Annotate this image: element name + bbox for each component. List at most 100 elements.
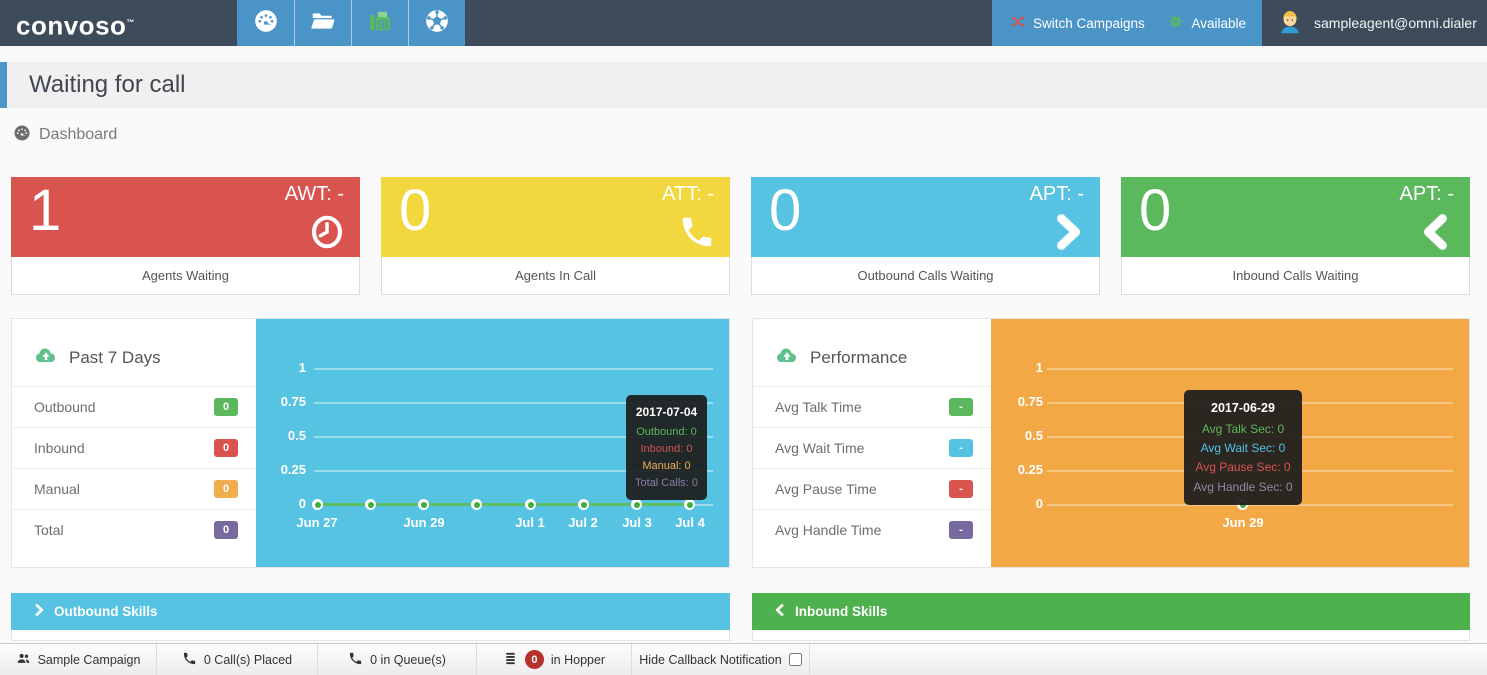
nav-dashboard-button[interactable] [237, 0, 294, 46]
performance-chart[interactable]: 1 0.75 0.5 0.25 0 Jun 29 2017-06-29 Avg … [991, 319, 1469, 567]
inbound-skills-accordion[interactable]: Inbound Skills [752, 593, 1470, 641]
user-email: sampleagent@omni.dialer [1314, 15, 1477, 31]
inbound-skills-body [752, 630, 1470, 641]
panels-row: Past 7 Days Outbound 0 Inbound 0 Manual … [0, 318, 1487, 568]
x-tick: Jun 29 [403, 515, 445, 530]
cloud-upload-icon [775, 343, 799, 372]
performance-panel: Performance Avg Talk Time - Avg Wait Tim… [752, 318, 1470, 568]
footer-spacer [810, 644, 1487, 675]
folder-open-icon [310, 8, 336, 39]
x-tick: Jul 4 [675, 515, 705, 530]
phone-icon [678, 213, 716, 256]
gridline [1047, 368, 1453, 370]
y-tick: 0 [1035, 496, 1043, 511]
series-line [317, 503, 690, 506]
manual-row: Manual 0 [12, 468, 256, 509]
x-tick: Jun 27 [296, 515, 338, 530]
campaign-name: Sample Campaign [37, 652, 141, 667]
page-title-bar: Waiting for call [0, 62, 1487, 108]
avg-pause-time-row: Avg Pause Time - [753, 468, 991, 509]
status-footer: Sample Campaign 0 Call(s) Placed 0 in Qu… [0, 643, 1487, 675]
gridline [1047, 504, 1453, 506]
data-point[interactable] [578, 499, 589, 510]
cloud-upload-icon [34, 343, 58, 372]
app-logo[interactable]: convoso™ [16, 10, 135, 41]
awt-metric: AWT: - [284, 183, 344, 205]
user-menu[interactable]: sampleagent@omni.dialer [1262, 0, 1487, 46]
inbound-count-badge: 0 [214, 439, 238, 457]
fax-phone-icon [367, 8, 393, 39]
top-navbar: convoso™ Switch Campaig [0, 0, 1487, 46]
inbound-calls-value: 0 [1139, 178, 1172, 243]
nav-leads-button[interactable] [294, 0, 351, 46]
total-count-badge: 0 [214, 521, 238, 539]
chevron-left-icon [774, 604, 786, 619]
chart-tooltip: 2017-07-04 Outbound: 0 Inbound: 0 Manual… [626, 395, 707, 500]
data-point[interactable] [471, 499, 482, 510]
chevron-right-icon [33, 604, 45, 619]
nav-soccer-button[interactable] [408, 0, 465, 46]
hopper-label: in Hopper [550, 652, 606, 667]
soccer-ball-icon [424, 8, 450, 39]
hide-callback-control: Hide Callback Notification [632, 644, 810, 675]
data-point[interactable] [684, 499, 695, 510]
data-point[interactable] [525, 499, 536, 510]
inbound-calls-label: Inbound Calls Waiting [1121, 257, 1470, 295]
total-row: Total 0 [12, 509, 256, 550]
agents-waiting-label: Agents Waiting [11, 257, 360, 295]
clock-icon [308, 213, 346, 256]
y-tick: 0.5 [1024, 428, 1043, 443]
switch-campaigns-button[interactable]: Switch Campaigns [1010, 14, 1145, 32]
campaign-status: Sample Campaign [0, 644, 157, 675]
data-point[interactable] [365, 499, 376, 510]
agents-in-call-label: Agents In Call [381, 257, 730, 295]
inbound-calls-waiting-card[interactable]: 0 APT: - Inbound Calls Waiting [1121, 177, 1470, 295]
hopper-count-badge: 0 [524, 650, 544, 669]
gridline [314, 368, 713, 370]
nav-status-section: Switch Campaigns Available [992, 0, 1262, 46]
calls-chart[interactable]: 1 0.75 0.5 0.25 0 Jun 27 Jun 29 Jul 1 Ju… [256, 319, 729, 567]
gridline [314, 470, 713, 472]
outbound-row: Outbound 0 [12, 386, 256, 427]
page-title: Waiting for call [29, 71, 186, 98]
main-nav [237, 0, 465, 46]
avg-pause-badge: - [949, 480, 973, 498]
hide-callback-checkbox[interactable] [788, 653, 802, 666]
y-tick: 0.25 [280, 462, 306, 477]
dashboard-gauge-icon [253, 8, 279, 39]
avatar [1276, 7, 1304, 40]
agent-status-label: Available [1191, 15, 1246, 31]
queue-status: 0 in Queue(s) [318, 644, 477, 675]
agents-in-call-card[interactable]: 0 ATT: - Agents In Call [381, 177, 730, 295]
gear-icon [1168, 14, 1183, 32]
logo-trademark: ™ [126, 18, 135, 27]
y-tick: 0.5 [287, 428, 306, 443]
outbound-skills-body [11, 630, 730, 641]
hide-callback-label: Hide Callback Notification [639, 652, 782, 667]
nav-phone-button[interactable] [351, 0, 408, 46]
skills-row: Outbound Skills Inbound Skills [0, 593, 1487, 641]
outbound-skills-label: Outbound Skills [54, 604, 158, 619]
y-tick: 1 [1035, 360, 1043, 375]
y-tick: 0 [298, 496, 306, 511]
apt-metric-outbound: APT: - [1029, 183, 1084, 205]
outbound-skills-accordion[interactable]: Outbound Skills [11, 593, 730, 641]
y-tick: 0.25 [1017, 462, 1043, 477]
phone-icon [182, 651, 197, 669]
avg-wait-badge: - [949, 439, 973, 457]
data-point[interactable] [631, 499, 642, 510]
stat-cards-row: 1 AWT: - Agents Waiting 0 ATT: - Agents … [0, 177, 1487, 295]
avg-handle-badge: - [949, 521, 973, 539]
manual-count-badge: 0 [214, 480, 238, 498]
agent-status-button[interactable]: Available [1168, 14, 1246, 32]
breadcrumb-dashboard[interactable]: Dashboard [39, 126, 118, 143]
agents-in-call-value: 0 [399, 178, 432, 243]
x-tick: Jul 1 [515, 515, 545, 530]
performance-title: Performance [810, 347, 908, 367]
data-point[interactable] [312, 499, 323, 510]
data-point[interactable] [418, 499, 429, 510]
avg-talk-badge: - [949, 398, 973, 416]
agents-waiting-card[interactable]: 1 AWT: - Agents Waiting [11, 177, 360, 295]
past-7-days-panel: Past 7 Days Outbound 0 Inbound 0 Manual … [11, 318, 730, 568]
outbound-calls-waiting-card[interactable]: 0 APT: - Outbound Calls Waiting [751, 177, 1100, 295]
